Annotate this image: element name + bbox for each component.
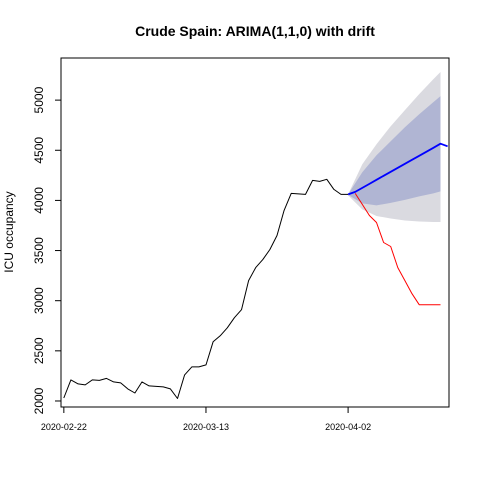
x-axis: 2020-02-22 2020-03-13 2020-04-02: [41, 407, 371, 432]
y-tick-label: 3500: [32, 237, 46, 264]
y-axis-label: ICU occupancy: [2, 191, 16, 272]
y-tick-label: 4000: [32, 187, 46, 214]
x-tick-label: 2020-03-13: [183, 422, 229, 432]
prediction-intervals: [348, 72, 440, 222]
y-tick-label: 3000: [32, 287, 46, 314]
y-tick-label: 2500: [32, 337, 46, 364]
x-tick-label: 2020-02-22: [41, 422, 87, 432]
y-axis: 2000 2500 3000 3500 4000 4500 5000: [32, 86, 61, 414]
series-line-observed: [64, 179, 348, 398]
chart-title: Crude Spain: ARIMA(1,1,0) with drift: [135, 23, 375, 39]
y-tick-label: 5000: [32, 86, 46, 113]
y-tick-label: 2000: [32, 387, 46, 414]
plot-frame: [61, 58, 449, 407]
x-tick-label: 2020-04-02: [325, 422, 371, 432]
y-tick-label: 4500: [32, 137, 46, 164]
